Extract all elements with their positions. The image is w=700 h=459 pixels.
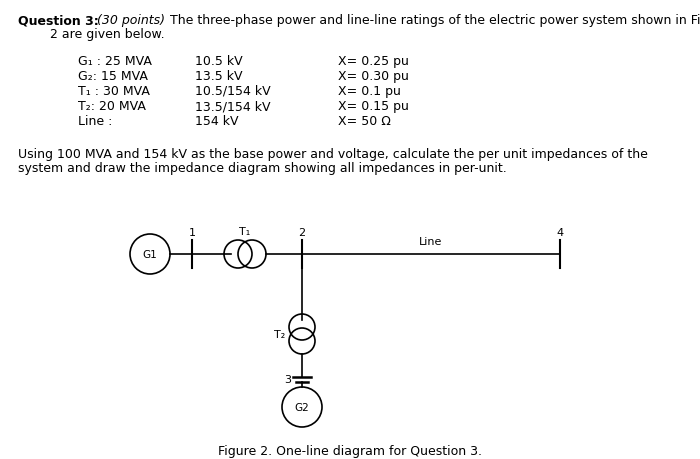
Text: 10.5 kV: 10.5 kV [195, 55, 243, 68]
Text: 3: 3 [284, 374, 291, 384]
Text: 1: 1 [188, 228, 195, 237]
Text: X= 0.1 pu: X= 0.1 pu [338, 85, 401, 98]
Text: 154 kV: 154 kV [195, 115, 239, 128]
Text: G2: G2 [295, 402, 309, 412]
Text: Line: Line [419, 236, 442, 246]
Text: T₁ : 30 MVA: T₁ : 30 MVA [78, 85, 150, 98]
Text: X= 0.15 pu: X= 0.15 pu [338, 100, 409, 113]
Text: T₂: T₂ [274, 329, 285, 339]
Text: G1: G1 [143, 249, 158, 259]
Text: system and draw the impedance diagram showing all impedances in per-unit.: system and draw the impedance diagram sh… [18, 162, 507, 174]
Text: Question 3:: Question 3: [18, 14, 99, 27]
Text: Line :: Line : [78, 115, 113, 128]
Text: Using 100 MVA and 154 kV as the base power and voltage, calculate the per unit i: Using 100 MVA and 154 kV as the base pow… [18, 148, 648, 161]
Text: X= 0.25 pu: X= 0.25 pu [338, 55, 409, 68]
Text: 2: 2 [298, 228, 306, 237]
Text: T₁: T₁ [239, 226, 251, 236]
Text: (30 points): (30 points) [97, 14, 165, 27]
Text: X= 0.30 pu: X= 0.30 pu [338, 70, 409, 83]
Text: Figure 2. One-line diagram for Question 3.: Figure 2. One-line diagram for Question … [218, 444, 482, 457]
Text: 2 are given below.: 2 are given below. [50, 28, 164, 41]
Text: The three-phase power and line-line ratings of the electric power system shown i: The three-phase power and line-line rati… [166, 14, 700, 27]
Text: 4: 4 [556, 228, 564, 237]
Text: G₁ : 25 MVA: G₁ : 25 MVA [78, 55, 152, 68]
Text: T₂: 20 MVA: T₂: 20 MVA [78, 100, 146, 113]
Text: 13.5 kV: 13.5 kV [195, 70, 242, 83]
Text: G₂: 15 MVA: G₂: 15 MVA [78, 70, 148, 83]
Text: X= 50 Ω: X= 50 Ω [338, 115, 391, 128]
Text: 10.5/154 kV: 10.5/154 kV [195, 85, 271, 98]
Text: 13.5/154 kV: 13.5/154 kV [195, 100, 270, 113]
